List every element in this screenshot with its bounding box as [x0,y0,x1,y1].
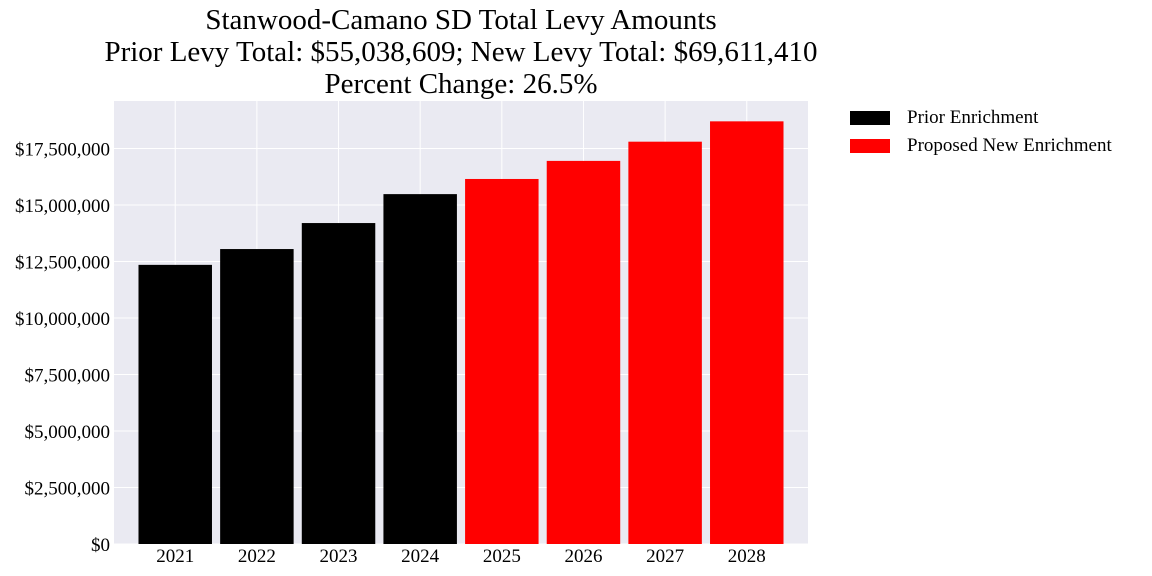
legend: Prior Enrichment Proposed New Enrichment [850,104,1112,160]
bars [138,121,784,545]
y-tick-label: $5,000,000 [25,422,111,443]
y-tick-label: $10,000,000 [15,309,110,330]
legend-item-prior: Prior Enrichment [850,104,1112,132]
y-tick-label: $12,500,000 [15,252,110,273]
bar-2027 [628,141,702,545]
bar-2026 [546,160,621,545]
legend-label-proposed: Proposed New Enrichment [907,135,1112,156]
y-tick-label: $7,500,000 [25,365,111,386]
x-tick-label: 2025 [483,546,521,567]
x-tick-label: 2028 [728,546,766,567]
x-tick-label: 2026 [564,546,602,567]
chart-title: Stanwood-Camano SD Total Levy Amounts Pr… [0,4,922,100]
y-tick-label: $2,500,000 [25,478,111,499]
x-tick-label: 2024 [401,546,440,567]
y-tick-label: $15,000,000 [15,196,110,217]
y-tick-label: $17,500,000 [15,139,110,160]
x-tick-label: 2023 [320,546,358,567]
x-axis: 2021 2022 2023 2024 2025 2026 2027 2028 [156,546,766,567]
bar-2025 [465,178,539,544]
x-tick-label: 2027 [646,546,684,567]
legend-label-prior: Prior Enrichment [907,107,1039,128]
y-tick-label: $0 [91,535,110,556]
legend-item-proposed: Proposed New Enrichment [850,132,1112,160]
plot-area [114,101,808,544]
title-line-2: Prior Levy Total: $55,038,609; New Levy … [104,36,818,68]
bar-2021 [138,264,212,544]
bar-2024 [383,194,457,544]
x-tick-label: 2021 [156,546,194,567]
bar-2022 [220,249,294,544]
legend-swatch-proposed [850,139,890,153]
x-tick-label: 2022 [238,546,276,567]
y-axis: $0 $2,500,000 $5,000,000 $7,500,000 $10,000,… [15,139,110,556]
legend-swatch-prior [850,111,890,125]
bar-2028 [710,121,784,545]
title-line-1: Stanwood-Camano SD Total Levy Amounts [205,4,717,36]
title-line-3: Percent Change: 26.5% [324,68,598,100]
bar-2023 [301,223,376,544]
